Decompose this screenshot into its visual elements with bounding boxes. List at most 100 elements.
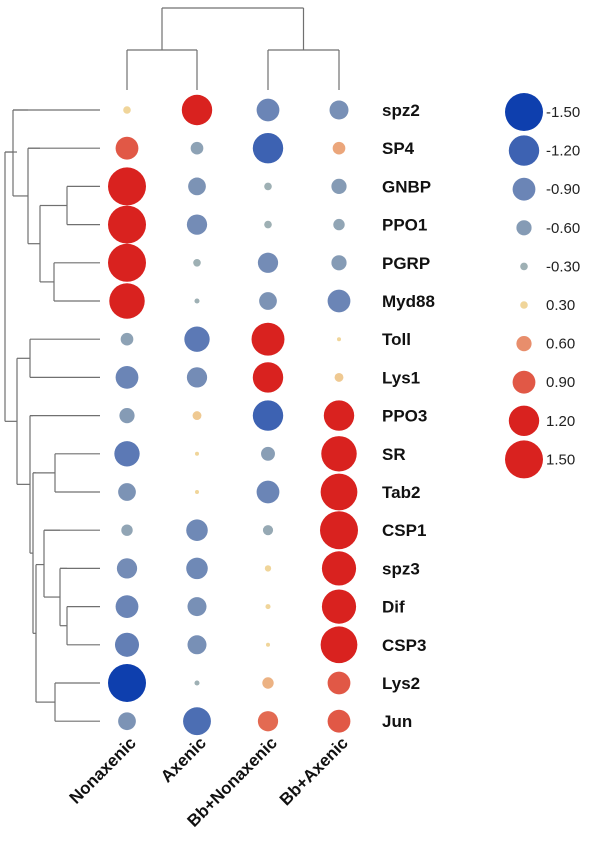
row-label: spz2 — [382, 101, 420, 120]
legend-swatch — [505, 93, 543, 131]
dot-PPO1-Nonaxenic — [108, 205, 146, 244]
dot-Toll-Axenic — [184, 326, 210, 352]
dot-CSP3-Nonaxenic — [114, 632, 140, 657]
legend-label: -0.60 — [546, 220, 580, 237]
legend-swatch — [520, 262, 528, 271]
dot-PPO1-Axenic — [186, 214, 208, 235]
legend-label: 0.90 — [546, 374, 575, 391]
dot-GNBP-Bb+Nonaxenic — [264, 182, 272, 191]
dot-spz2-Nonaxenic — [123, 106, 131, 114]
dot-CSP1-Bb+Axenic — [320, 511, 358, 550]
legend-label: -0.90 — [546, 181, 580, 198]
dot-CSP3-Bb+Axenic — [320, 626, 358, 664]
dot-spz3-Bb+Nonaxenic — [264, 565, 272, 572]
dot-Tab2-Bb+Axenic — [320, 473, 358, 511]
dot-Toll-Bb+Axenic — [337, 337, 341, 342]
dot-Toll-Bb+Nonaxenic — [251, 322, 285, 356]
dot-spz2-Bb+Nonaxenic — [256, 98, 280, 122]
legend-label: -1.50 — [546, 104, 580, 121]
dot-Jun-Nonaxenic — [118, 712, 136, 731]
dot-Tab2-Axenic — [195, 490, 199, 494]
dot-Dif-Axenic — [187, 597, 207, 617]
legend-swatch — [520, 301, 528, 309]
column-label: Nonaxenic — [66, 733, 140, 807]
dot-Dif-Bb+Nonaxenic — [265, 604, 271, 610]
legend-label: 1.50 — [546, 451, 575, 468]
dot-SP4-Bb+Axenic — [332, 141, 346, 155]
legend-label: -1.20 — [546, 143, 580, 160]
legend-swatch — [505, 440, 543, 479]
dot-Lys1-Axenic — [186, 367, 208, 388]
dot-Lys1-Bb+Nonaxenic — [252, 362, 284, 393]
column-dendrogram — [126, 7, 340, 90]
dot-SP4-Bb+Nonaxenic — [252, 133, 284, 164]
dot-PGRP-Axenic — [193, 259, 201, 267]
row-label: Tab2 — [382, 483, 420, 502]
legend-swatch — [516, 336, 532, 352]
dot-PGRP-Bb+Axenic — [331, 255, 347, 271]
dot-SP4-Nonaxenic — [115, 136, 139, 160]
dot-CSP1-Axenic — [186, 519, 208, 541]
dot-Lys1-Bb+Axenic — [334, 372, 344, 382]
dot-spz2-Axenic — [181, 94, 213, 126]
dot-SP4-Axenic — [190, 141, 204, 155]
legend-swatch — [508, 135, 540, 166]
dot-Dif-Nonaxenic — [115, 595, 139, 618]
dot-CSP3-Bb+Nonaxenic — [266, 642, 270, 647]
column-label: Bb+Axenic — [276, 733, 352, 809]
dot-SR-Bb+Axenic — [321, 436, 357, 472]
row-label: PGRP — [382, 254, 430, 273]
dot-Myd88-Nonaxenic — [109, 283, 145, 319]
dot-PPO3-Bb+Axenic — [323, 400, 355, 431]
dot-PPO3-Axenic — [192, 411, 202, 421]
dot-PGRP-Bb+Nonaxenic — [257, 252, 279, 273]
dot-SR-Nonaxenic — [114, 441, 140, 467]
row-label: CSP1 — [382, 521, 426, 540]
dot-spz3-Nonaxenic — [116, 558, 138, 579]
row-label: Dif — [382, 598, 405, 617]
row-label: Toll — [382, 330, 411, 349]
row-dendrogram — [4, 109, 100, 722]
dot-GNBP-Axenic — [188, 177, 206, 196]
dot-spz3-Axenic — [186, 557, 208, 580]
row-label: CSP3 — [382, 636, 426, 655]
legend-label: 1.20 — [546, 413, 575, 430]
legend-label: -0.30 — [546, 258, 580, 275]
dot-Jun-Axenic — [183, 707, 211, 736]
dot-spz3-Bb+Axenic — [321, 551, 357, 586]
row-label: spz3 — [382, 559, 420, 578]
dot-Jun-Bb+Nonaxenic — [257, 711, 279, 732]
dot-Lys2-Axenic — [194, 680, 200, 686]
dot-Dif-Bb+Axenic — [321, 589, 357, 624]
dot-SR-Bb+Nonaxenic — [261, 446, 275, 461]
dot-Lys2-Bb+Nonaxenic — [262, 677, 274, 689]
row-label: Jun — [382, 712, 412, 731]
dot-PPO3-Nonaxenic — [119, 408, 135, 424]
row-label: SP4 — [382, 139, 415, 158]
row-label: Myd88 — [382, 292, 435, 311]
dot-PPO3-Bb+Nonaxenic — [252, 400, 284, 431]
column-label: Axenic — [157, 733, 210, 786]
dot-Tab2-Nonaxenic — [118, 483, 136, 501]
dot-GNBP-Bb+Axenic — [331, 178, 347, 194]
dot-Myd88-Bb+Axenic — [327, 289, 351, 313]
dot-GNBP-Nonaxenic — [108, 167, 146, 206]
dot-Myd88-Axenic — [194, 298, 200, 304]
legend: -1.50 -1.20 -0.90 -0.60 -0.30 0.30 0.60 0.90 1.2… — [505, 93, 580, 479]
row-label: PPO3 — [382, 407, 427, 426]
dot-Myd88-Bb+Nonaxenic — [259, 292, 277, 310]
dot-Lys2-Bb+Axenic — [327, 671, 351, 695]
legend-label: 0.60 — [546, 336, 575, 353]
legend-swatch — [508, 405, 540, 436]
row-label: PPO1 — [382, 216, 427, 235]
dot-Jun-Bb+Axenic — [327, 709, 351, 733]
dot-grid — [108, 94, 358, 736]
dot-CSP1-Nonaxenic — [121, 524, 133, 536]
dot-PGRP-Nonaxenic — [108, 243, 146, 282]
legend-swatch — [512, 177, 536, 201]
legend-swatch — [512, 370, 536, 394]
dot-Toll-Nonaxenic — [120, 332, 134, 346]
dot-SR-Axenic — [195, 451, 199, 456]
legend-label: 0.30 — [546, 297, 575, 314]
dot-CSP3-Axenic — [187, 635, 207, 655]
